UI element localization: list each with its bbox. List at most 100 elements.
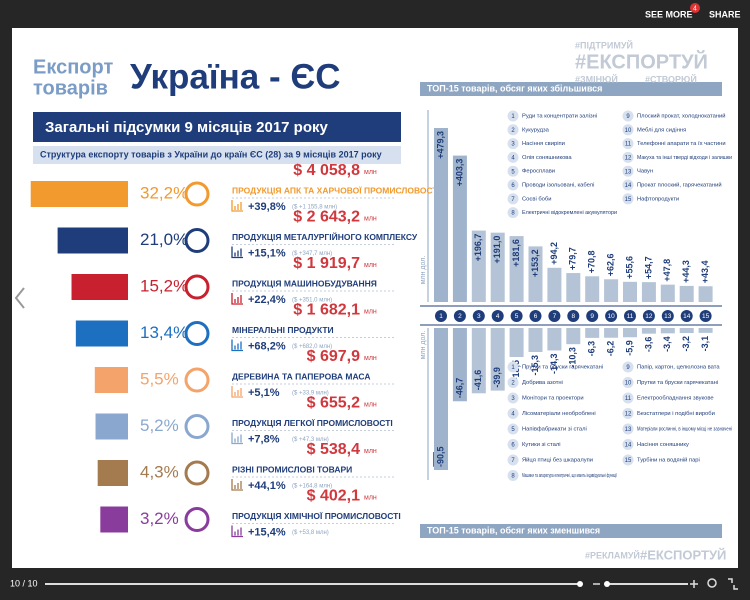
share-label: 5,2% xyxy=(140,416,179,435)
value-label: -14,3 xyxy=(549,353,559,374)
subtitle: Структура експорту товарів з України до … xyxy=(40,149,382,159)
value-label: +403,3 xyxy=(454,159,464,187)
bar xyxy=(566,328,581,345)
category-icon xyxy=(184,181,210,207)
value: $ 402,1 xyxy=(307,488,360,505)
bar-number: 13 xyxy=(664,313,672,320)
legend-number: 5 xyxy=(511,427,515,433)
legend-dot xyxy=(622,165,634,177)
value-label: -6,3 xyxy=(587,341,597,357)
bar xyxy=(585,328,600,338)
share[interactable]: SHARE xyxy=(709,9,741,19)
bar xyxy=(604,279,619,302)
legend-dot xyxy=(507,193,519,205)
share-label: 5,5% xyxy=(140,369,179,388)
value-label: -6,2 xyxy=(605,341,615,357)
legend-item: Папір, картон, целюлозна вата xyxy=(637,365,720,371)
value-label: +43,4 xyxy=(700,260,710,283)
legend-dot xyxy=(507,165,519,177)
category-name: ДЕРЕВИНА ТА ПАПЕРОВА МАСА xyxy=(232,371,370,381)
growth-icon xyxy=(231,200,243,212)
search[interactable] xyxy=(707,578,717,588)
legend-item: Електрообладнання звукове xyxy=(637,396,714,402)
unit: млн xyxy=(364,308,377,315)
value: $ 655,2 xyxy=(307,395,360,412)
prev-arrow[interactable] xyxy=(14,287,25,309)
bar xyxy=(434,128,448,302)
legend-dot xyxy=(622,124,634,136)
bar-number-dot xyxy=(661,310,674,322)
zoom-handle[interactable] xyxy=(604,581,610,587)
value-label: +196,7 xyxy=(473,234,483,262)
bar xyxy=(509,236,524,302)
legend-number: 2 xyxy=(511,381,515,387)
value: $ 538,4 xyxy=(307,441,360,458)
legend-number: 9 xyxy=(626,365,630,371)
bar xyxy=(528,246,543,302)
legend-dot xyxy=(622,361,634,373)
bar xyxy=(660,284,675,302)
legend-number: 15 xyxy=(625,197,632,203)
value-label: -3,2 xyxy=(681,336,691,352)
bar xyxy=(641,328,656,334)
value-label: -90,5 xyxy=(435,446,445,467)
unit: млн xyxy=(364,169,377,176)
legend-dot xyxy=(507,377,519,388)
bar xyxy=(490,328,505,391)
badge: 4 xyxy=(693,5,697,12)
bar xyxy=(471,230,486,302)
legend-item: Нафтопродукти xyxy=(637,196,679,202)
value: $ 1 682,1 xyxy=(293,302,360,319)
unit: млн xyxy=(364,494,377,501)
growth: +5,1% xyxy=(248,387,280,399)
bar xyxy=(698,286,713,302)
axis-label: млн дол. xyxy=(420,331,427,360)
bar xyxy=(566,273,581,302)
value: $ 2 643,2 xyxy=(293,209,360,226)
zoom-in[interactable] xyxy=(690,580,698,588)
decrease-title: ТОП-15 товарів, обсяг яких зменшився xyxy=(427,525,600,535)
legend-number: 7 xyxy=(511,458,515,464)
legend-number: 14 xyxy=(625,443,632,449)
value-label: +55,6 xyxy=(624,256,634,279)
growth: +15,1% xyxy=(248,247,286,259)
legend-dot xyxy=(622,408,634,419)
bar xyxy=(547,267,562,302)
see-more[interactable]: SEE MORE xyxy=(645,9,693,19)
growth: +44,1% xyxy=(248,480,286,492)
badge-dot xyxy=(690,3,700,13)
legend-item: Прутки та бруски гарячекатані xyxy=(522,365,603,371)
legend-item: Прокат плоский, гарячекатаний xyxy=(637,182,722,189)
legend-number: 1 xyxy=(511,114,515,120)
value-label: -3,6 xyxy=(643,337,653,353)
value: $ 4 058,8 xyxy=(293,162,360,179)
legend-item: Яйця птиці без шкаралупи xyxy=(522,457,593,464)
bar-number-dot xyxy=(680,310,693,322)
value-label: -41,6 xyxy=(473,370,483,391)
legend-dot xyxy=(507,470,519,481)
legend-number: 9 xyxy=(626,114,630,120)
legend-number: 10 xyxy=(625,381,632,387)
fullscreen[interactable] xyxy=(728,578,738,590)
category-name: МІНЕРАЛЬНІ ПРОДУКТИ xyxy=(232,325,334,335)
legend-dot xyxy=(622,110,634,122)
legend-number: 7 xyxy=(511,197,515,203)
share-bar xyxy=(75,320,128,347)
share-label: 13,4% xyxy=(140,323,188,342)
legend-item: Кукурудза xyxy=(522,127,550,133)
legend-item: Насіння свиріпи xyxy=(522,141,565,147)
share-bar xyxy=(95,413,128,440)
share-bar xyxy=(97,460,128,486)
value-label: -39,9 xyxy=(492,367,502,388)
value-label: +54,7 xyxy=(643,256,653,279)
category-icon xyxy=(184,507,210,532)
value: $ 1 919,7 xyxy=(293,255,360,272)
progress-handle[interactable] xyxy=(577,581,583,587)
bar xyxy=(528,328,543,353)
legend-item: Олія соняшникова xyxy=(522,155,572,161)
legend-item: Телефонні апарати та їх частини xyxy=(637,141,726,147)
legend-item: Макуха та інші тверді відходи і залишки xyxy=(637,155,732,161)
unit: млн xyxy=(364,262,377,269)
value-label: +79,7 xyxy=(568,247,578,270)
